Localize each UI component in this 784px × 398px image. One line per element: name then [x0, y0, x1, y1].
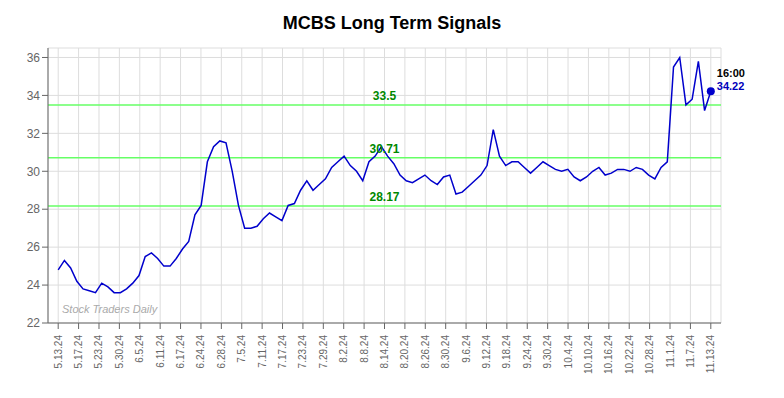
- svg-text:10.4.24: 10.4.24: [563, 335, 574, 369]
- svg-text:11.7.24: 11.7.24: [685, 335, 696, 368]
- svg-text:30: 30: [27, 165, 41, 179]
- svg-text:6.11.24: 6.11.24: [155, 335, 166, 368]
- svg-text:5.23.24: 5.23.24: [93, 335, 104, 369]
- svg-text:34.22: 34.22: [717, 80, 745, 92]
- svg-text:8.14.24: 8.14.24: [379, 335, 390, 369]
- svg-text:7.29.24: 7.29.24: [318, 335, 329, 369]
- svg-text:11.13.24: 11.13.24: [705, 335, 716, 374]
- svg-text:24: 24: [27, 278, 41, 292]
- svg-text:8.20.24: 8.20.24: [399, 335, 410, 369]
- svg-text:26: 26: [27, 240, 41, 254]
- svg-text:8.30.24: 8.30.24: [440, 335, 451, 369]
- svg-text:10.28.24: 10.28.24: [644, 335, 655, 374]
- svg-text:11.1.24: 11.1.24: [665, 335, 676, 368]
- svg-text:5.17.24: 5.17.24: [73, 335, 84, 369]
- svg-text:8.26.24: 8.26.24: [420, 335, 431, 369]
- svg-text:16:00: 16:00: [717, 67, 745, 79]
- svg-text:8.2.24: 8.2.24: [338, 335, 349, 363]
- svg-text:7.17.24: 7.17.24: [277, 335, 288, 369]
- svg-text:28: 28: [27, 202, 41, 216]
- html-text:Stock Traders Daily: Stock Traders Daily: [62, 303, 158, 315]
- svg-text:6.5.24: 6.5.24: [134, 335, 145, 363]
- svg-text:7.23.24: 7.23.24: [297, 335, 308, 369]
- svg-text:34: 34: [27, 89, 41, 103]
- svg-text:6.17.24: 6.17.24: [175, 335, 186, 369]
- svg-text:9.6.24: 9.6.24: [461, 335, 472, 363]
- svg-text:32: 32: [27, 127, 41, 141]
- svg-text:9.18.24: 9.18.24: [501, 335, 512, 369]
- html-text:MCBS Long Term Signals: MCBS Long Term Signals: [282, 13, 502, 33]
- svg-text:28.17: 28.17: [369, 190, 399, 204]
- svg-text:5.13.24: 5.13.24: [53, 335, 64, 369]
- svg-text:36: 36: [27, 51, 41, 65]
- svg-text:10.22.24: 10.22.24: [624, 335, 635, 374]
- svg-text:9.30.24: 9.30.24: [542, 335, 553, 369]
- svg-text:10.16.24: 10.16.24: [603, 335, 614, 374]
- svg-text:6.24.24: 6.24.24: [195, 335, 206, 369]
- svg-text:5.30.24: 5.30.24: [114, 335, 125, 369]
- svg-text:7.5.24: 7.5.24: [236, 335, 247, 363]
- svg-text:9.12.24: 9.12.24: [481, 335, 492, 369]
- svg-text:9.24.24: 9.24.24: [522, 335, 533, 369]
- svg-text:6.28.24: 6.28.24: [216, 335, 227, 369]
- svg-text:30.71: 30.71: [369, 142, 399, 156]
- svg-text:8.8.24: 8.8.24: [359, 335, 370, 363]
- svg-text:7.11.24: 7.11.24: [257, 335, 268, 368]
- svg-text:33.5: 33.5: [373, 89, 397, 103]
- svg-text:22: 22: [27, 316, 41, 330]
- svg-text:10.10.24: 10.10.24: [583, 335, 594, 374]
